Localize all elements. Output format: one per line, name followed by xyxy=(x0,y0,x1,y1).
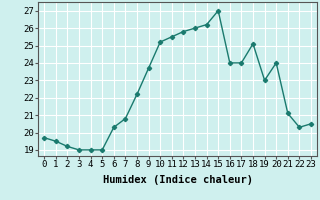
X-axis label: Humidex (Indice chaleur): Humidex (Indice chaleur) xyxy=(103,175,252,185)
